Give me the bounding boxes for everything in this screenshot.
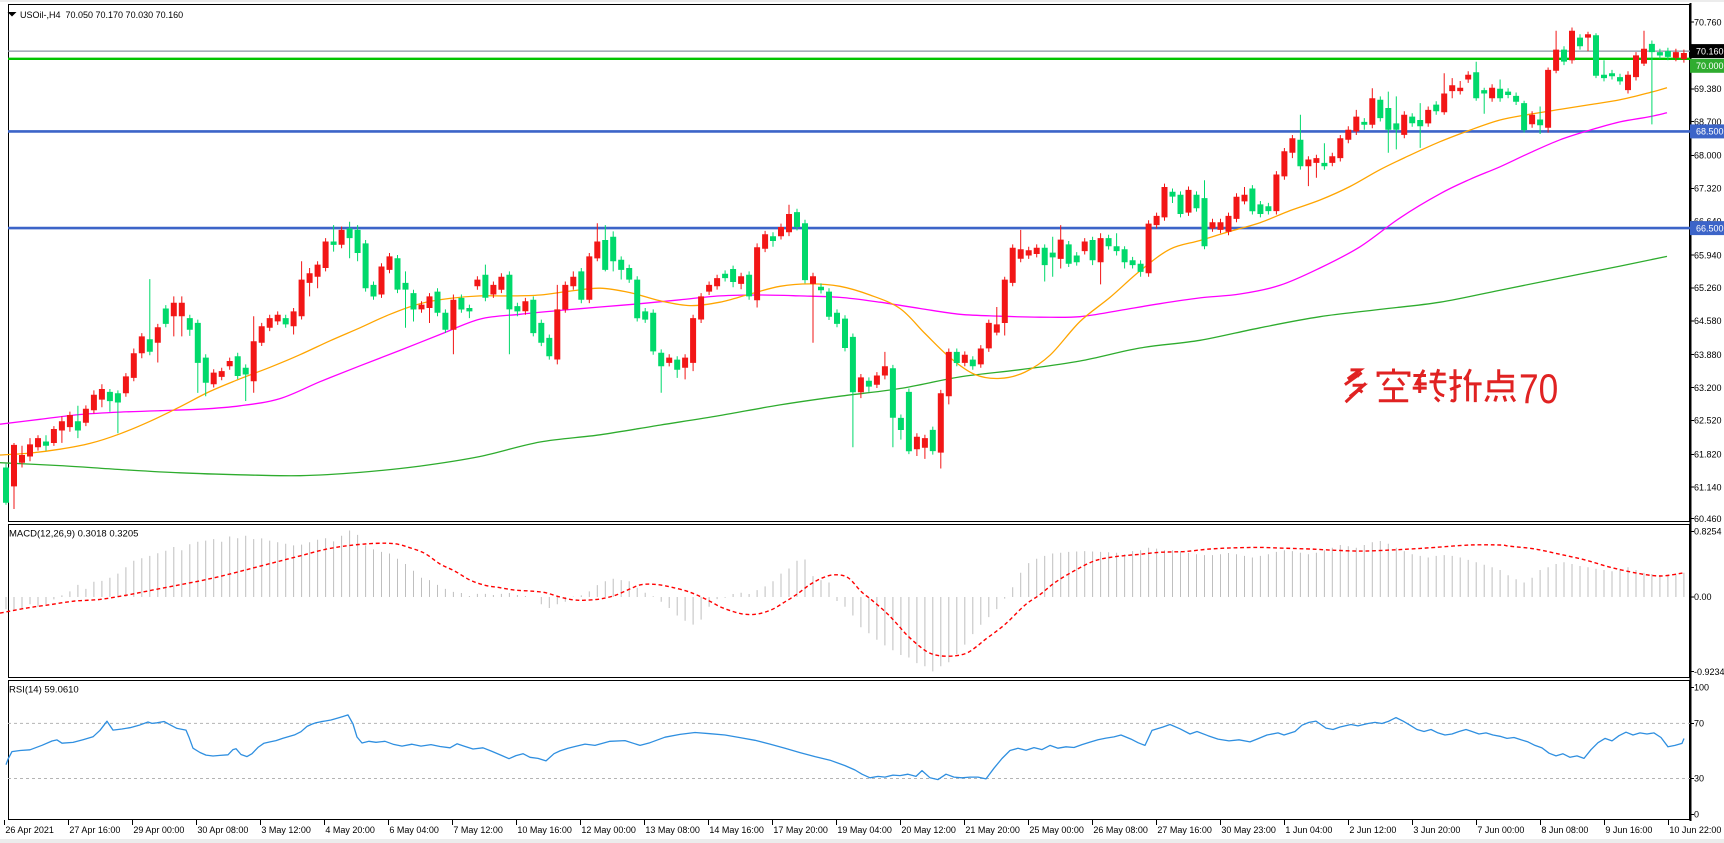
svg-text:30 Apr 08:00: 30 Apr 08:00 xyxy=(197,825,248,835)
svg-text:7 Jun 00:00: 7 Jun 00:00 xyxy=(1477,825,1524,835)
svg-text:63.880: 63.880 xyxy=(1694,350,1722,360)
svg-text:27 May 16:00: 27 May 16:00 xyxy=(1157,825,1212,835)
svg-text:67.320: 67.320 xyxy=(1694,184,1722,194)
svg-text:68.700: 68.700 xyxy=(1694,117,1722,127)
svg-text:21 May 20:00: 21 May 20:00 xyxy=(965,825,1020,835)
svg-text:1 Jun 04:00: 1 Jun 04:00 xyxy=(1285,825,1332,835)
svg-text:8 Jun 08:00: 8 Jun 08:00 xyxy=(1541,825,1588,835)
svg-text:7 May 12:00: 7 May 12:00 xyxy=(453,825,503,835)
svg-text:14 May 16:00: 14 May 16:00 xyxy=(709,825,764,835)
svg-text:70.760: 70.760 xyxy=(1694,17,1722,27)
svg-text:61.140: 61.140 xyxy=(1694,482,1722,492)
svg-text:70.160: 70.160 xyxy=(1696,46,1724,56)
svg-text:30: 30 xyxy=(1694,774,1704,784)
svg-text:70: 70 xyxy=(1519,366,1558,413)
svg-text:9 Jun 16:00: 9 Jun 16:00 xyxy=(1605,825,1652,835)
svg-text:70.000: 70.000 xyxy=(1696,61,1724,71)
svg-text:66.500: 66.500 xyxy=(1696,223,1724,233)
svg-text:30 May 23:00: 30 May 23:00 xyxy=(1221,825,1276,835)
svg-text:65.940: 65.940 xyxy=(1694,250,1722,260)
svg-text:0: 0 xyxy=(1694,810,1699,820)
svg-text:70: 70 xyxy=(1694,719,1704,729)
svg-text:20 May 12:00: 20 May 12:00 xyxy=(901,825,956,835)
svg-text:6 May 04:00: 6 May 04:00 xyxy=(389,825,439,835)
svg-text:2 Jun 12:00: 2 Jun 12:00 xyxy=(1349,825,1396,835)
svg-text:25 May 00:00: 25 May 00:00 xyxy=(1029,825,1084,835)
svg-text:12 May 00:00: 12 May 00:00 xyxy=(581,825,636,835)
svg-text:69.380: 69.380 xyxy=(1694,84,1722,94)
svg-text:64.580: 64.580 xyxy=(1694,316,1722,326)
svg-text:68.000: 68.000 xyxy=(1694,151,1722,161)
svg-text:0.8254: 0.8254 xyxy=(1694,527,1722,537)
svg-text:10 May 16:00: 10 May 16:00 xyxy=(517,825,572,835)
svg-text:-0.9234: -0.9234 xyxy=(1694,667,1724,677)
svg-text:65.260: 65.260 xyxy=(1694,283,1722,293)
svg-text:3 Jun 20:00: 3 Jun 20:00 xyxy=(1413,825,1460,835)
svg-text:0.00: 0.00 xyxy=(1694,592,1712,602)
svg-text:61.820: 61.820 xyxy=(1694,450,1722,460)
svg-text:17 May 20:00: 17 May 20:00 xyxy=(773,825,828,835)
svg-text:68.500: 68.500 xyxy=(1696,127,1724,137)
svg-text:62.520: 62.520 xyxy=(1694,416,1722,426)
svg-text:10 Jun 22:00: 10 Jun 22:00 xyxy=(1669,825,1721,835)
svg-text:60.460: 60.460 xyxy=(1694,514,1722,524)
svg-text:26 May 08:00: 26 May 08:00 xyxy=(1093,825,1148,835)
svg-text:63.200: 63.200 xyxy=(1694,383,1722,393)
svg-text:100: 100 xyxy=(1694,683,1709,693)
svg-text:26 Apr 2021: 26 Apr 2021 xyxy=(5,825,54,835)
svg-text:29 Apr 00:00: 29 Apr 00:00 xyxy=(133,825,184,835)
svg-text:4 May 20:00: 4 May 20:00 xyxy=(325,825,375,835)
svg-text:19 May 04:00: 19 May 04:00 xyxy=(837,825,892,835)
svg-text:USOil-,H4 70.050 70.170 70.03: USOil-,H4 70.050 70.170 70.030 70.160 xyxy=(20,10,183,20)
svg-text:13 May 08:00: 13 May 08:00 xyxy=(645,825,700,835)
svg-text:MACD(12,26,9) 0.3018 0.3205: MACD(12,26,9) 0.3018 0.3205 xyxy=(9,529,138,540)
svg-text:27 Apr 16:00: 27 Apr 16:00 xyxy=(69,825,120,835)
svg-text:3 May 12:00: 3 May 12:00 xyxy=(261,825,311,835)
svg-text:RSI(14) 59.0610: RSI(14) 59.0610 xyxy=(9,685,79,696)
